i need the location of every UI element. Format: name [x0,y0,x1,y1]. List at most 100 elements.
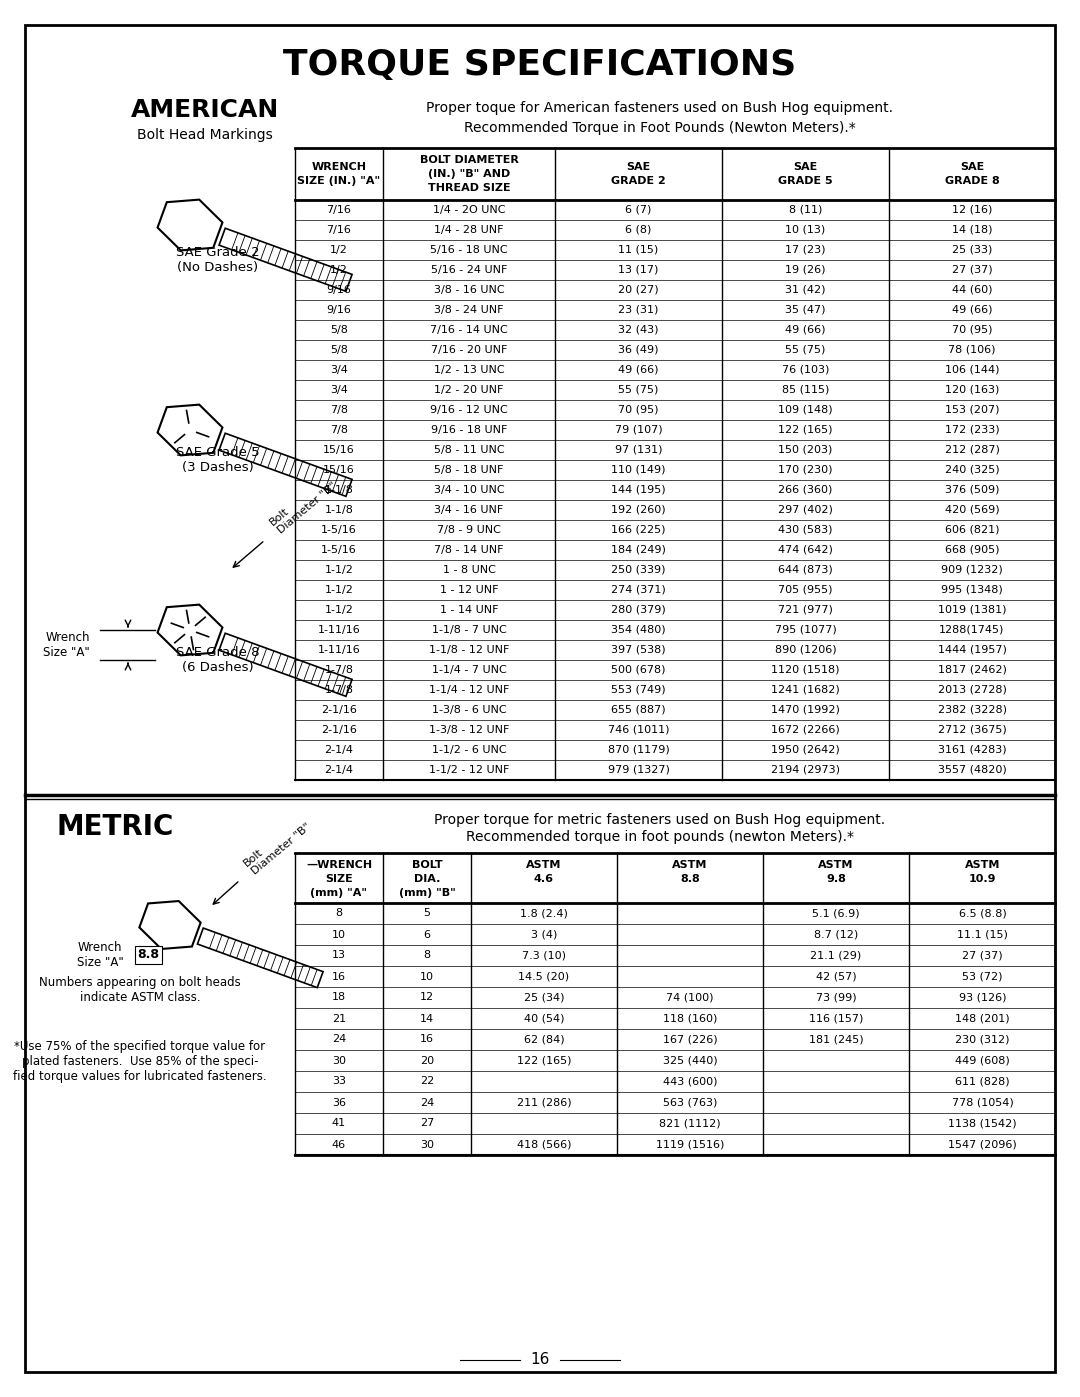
Text: 1-1/2: 1-1/2 [325,564,353,576]
Text: 5/8: 5/8 [330,345,348,355]
Text: SIZE: SIZE [325,875,353,884]
Text: 9/16 - 12 UNC: 9/16 - 12 UNC [430,405,508,415]
Text: 1-1/8: 1-1/8 [325,485,353,495]
Text: —WRENCH: —WRENCH [306,861,373,870]
Text: 3/4: 3/4 [330,365,348,374]
Text: 122 (165): 122 (165) [516,1056,571,1066]
Text: AMERICAN: AMERICAN [131,98,279,122]
Text: 1-1/2: 1-1/2 [325,605,353,615]
Text: 148 (201): 148 (201) [955,1013,1010,1024]
Text: 122 (165): 122 (165) [779,425,833,434]
Text: 6 (8): 6 (8) [625,225,651,235]
Text: 3/8 - 16 UNC: 3/8 - 16 UNC [434,285,504,295]
Text: 3557 (4820): 3557 (4820) [937,766,1007,775]
Text: 995 (1348): 995 (1348) [941,585,1003,595]
Text: 1120 (1518): 1120 (1518) [771,665,840,675]
Text: 16: 16 [420,1035,434,1045]
Text: (mm) "A": (mm) "A" [311,888,367,898]
Text: 1470 (1992): 1470 (1992) [771,705,840,715]
Text: 15/16: 15/16 [323,446,355,455]
Text: 1241 (1682): 1241 (1682) [771,685,840,694]
Text: 3161 (4283): 3161 (4283) [937,745,1007,754]
Text: 1-3/8 - 6 UNC: 1-3/8 - 6 UNC [432,705,507,715]
Text: 430 (583): 430 (583) [779,525,833,535]
Text: 22: 22 [420,1077,434,1087]
Text: Proper torque for metric fasteners used on Bush Hog equipment.: Proper torque for metric fasteners used … [434,813,886,827]
Text: 36: 36 [332,1098,346,1108]
Text: 2013 (2728): 2013 (2728) [937,685,1007,694]
Text: Bolt
Diameter "B": Bolt Diameter "B" [268,472,338,536]
Text: 418 (566): 418 (566) [516,1140,571,1150]
Text: 606 (821): 606 (821) [945,525,999,535]
Text: 49 (66): 49 (66) [951,305,993,314]
Text: 2-1/4: 2-1/4 [324,745,353,754]
Text: 553 (749): 553 (749) [611,685,665,694]
Text: 1-1/8: 1-1/8 [325,504,353,515]
Text: 821 (1112): 821 (1112) [659,1119,720,1129]
Text: ASTM: ASTM [526,861,562,870]
Text: 106 (144): 106 (144) [945,365,999,374]
Text: 9/16: 9/16 [326,285,351,295]
Text: 1444 (1957): 1444 (1957) [937,645,1007,655]
Text: 11 (15): 11 (15) [619,244,659,256]
Text: 93 (126): 93 (126) [959,992,1007,1003]
Text: 15/16: 15/16 [323,465,355,475]
Text: 1-11/16: 1-11/16 [318,624,361,636]
Text: 500 (678): 500 (678) [611,665,665,675]
Text: 7/16: 7/16 [326,225,351,235]
Text: 274 (371): 274 (371) [611,585,666,595]
Text: *Use 75% of the specified torque value for
plated fasteners.  Use 85% of the spe: *Use 75% of the specified torque value f… [13,1039,267,1083]
Text: 27 (37): 27 (37) [962,950,1003,961]
Text: 778 (1054): 778 (1054) [951,1098,1013,1108]
Text: 1817 (2462): 1817 (2462) [937,665,1007,675]
Text: SAE: SAE [626,162,650,172]
Text: 70 (95): 70 (95) [618,405,659,415]
Text: 166 (225): 166 (225) [611,525,665,535]
Text: 7/8: 7/8 [330,425,348,434]
Text: 7/16 - 20 UNF: 7/16 - 20 UNF [431,345,508,355]
Text: 5.1 (6.9): 5.1 (6.9) [812,908,860,918]
Text: 1-7/8: 1-7/8 [324,685,353,694]
Text: 8.7 (12): 8.7 (12) [814,929,859,940]
Text: BOLT DIAMETER: BOLT DIAMETER [419,155,518,165]
Text: 10: 10 [420,971,434,982]
Text: 1-5/16: 1-5/16 [321,545,356,555]
Text: TORQUE SPECIFICATIONS: TORQUE SPECIFICATIONS [283,47,797,82]
Text: 46: 46 [332,1140,346,1150]
Text: 184 (249): 184 (249) [611,545,666,555]
Text: 4.6: 4.6 [534,875,554,884]
Text: 42 (57): 42 (57) [815,971,856,982]
Text: 1119 (1516): 1119 (1516) [656,1140,725,1150]
Text: SAE: SAE [794,162,818,172]
Text: 1/4 - 28 UNF: 1/4 - 28 UNF [434,225,503,235]
Text: 170 (230): 170 (230) [779,465,833,475]
Text: 49 (66): 49 (66) [785,326,826,335]
Text: 24: 24 [332,1035,346,1045]
Text: 31 (42): 31 (42) [785,285,826,295]
Text: 18: 18 [332,992,346,1003]
Text: 5/16 - 18 UNC: 5/16 - 18 UNC [430,244,508,256]
Text: 1-1/8 - 12 UNF: 1-1/8 - 12 UNF [429,645,509,655]
Text: 30: 30 [332,1056,346,1066]
Text: 116 (157): 116 (157) [809,1013,863,1024]
Text: 36 (49): 36 (49) [618,345,659,355]
Text: 150 (203): 150 (203) [779,446,833,455]
Text: 32 (43): 32 (43) [618,326,659,335]
Text: 1-11/16: 1-11/16 [318,645,361,655]
Text: 74 (100): 74 (100) [666,992,714,1003]
Text: 14 (18): 14 (18) [951,225,993,235]
Text: 12: 12 [420,992,434,1003]
Text: 1-1/4 - 7 UNC: 1-1/4 - 7 UNC [432,665,507,675]
Text: 172 (233): 172 (233) [945,425,999,434]
Text: 230 (312): 230 (312) [955,1035,1010,1045]
Text: 1 - 14 UNF: 1 - 14 UNF [440,605,498,615]
Text: 5/8 - 11 UNC: 5/8 - 11 UNC [434,446,504,455]
Text: 13: 13 [332,950,346,961]
Text: 1/2 - 20 UNF: 1/2 - 20 UNF [434,386,503,395]
Text: 1950 (2642): 1950 (2642) [771,745,840,754]
Text: 25 (34): 25 (34) [524,992,564,1003]
Text: 5/16 - 24 UNF: 5/16 - 24 UNF [431,265,508,275]
Text: 8: 8 [336,908,342,918]
Text: 9.8: 9.8 [826,875,846,884]
Text: 55 (75): 55 (75) [785,345,826,355]
